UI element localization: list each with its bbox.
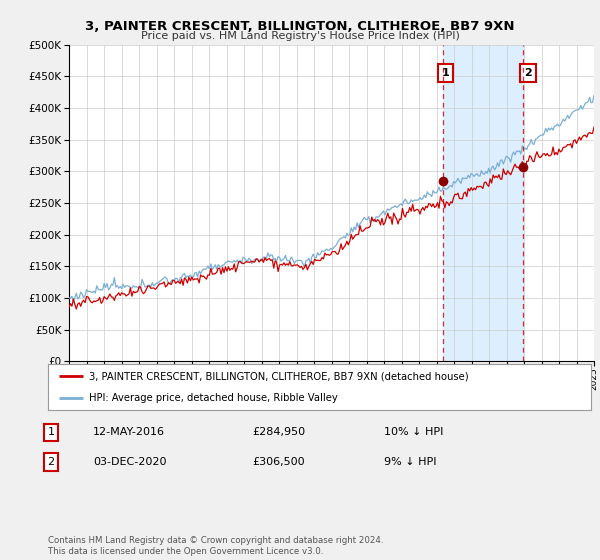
Text: Price paid vs. HM Land Registry's House Price Index (HPI): Price paid vs. HM Land Registry's House … — [140, 31, 460, 41]
Text: £306,500: £306,500 — [252, 457, 305, 467]
Text: Contains HM Land Registry data © Crown copyright and database right 2024.
This d: Contains HM Land Registry data © Crown c… — [48, 536, 383, 556]
Text: 2: 2 — [47, 457, 55, 467]
Text: 1: 1 — [47, 427, 55, 437]
Bar — [443, 45, 523, 361]
Text: 3, PAINTER CRESCENT, BILLINGTON, CLITHEROE, BB7 9XN: 3, PAINTER CRESCENT, BILLINGTON, CLITHER… — [85, 20, 515, 32]
Text: 03-DEC-2020: 03-DEC-2020 — [93, 457, 167, 467]
Text: HPI: Average price, detached house, Ribble Valley: HPI: Average price, detached house, Ribb… — [89, 393, 337, 403]
Text: 2: 2 — [524, 68, 532, 78]
Text: £284,950: £284,950 — [252, 427, 305, 437]
Text: 10% ↓ HPI: 10% ↓ HPI — [384, 427, 443, 437]
Text: 9% ↓ HPI: 9% ↓ HPI — [384, 457, 437, 467]
Text: 3, PAINTER CRESCENT, BILLINGTON, CLITHEROE, BB7 9XN (detached house): 3, PAINTER CRESCENT, BILLINGTON, CLITHER… — [89, 371, 469, 381]
Text: 12-MAY-2016: 12-MAY-2016 — [93, 427, 165, 437]
Text: 1: 1 — [442, 68, 449, 78]
